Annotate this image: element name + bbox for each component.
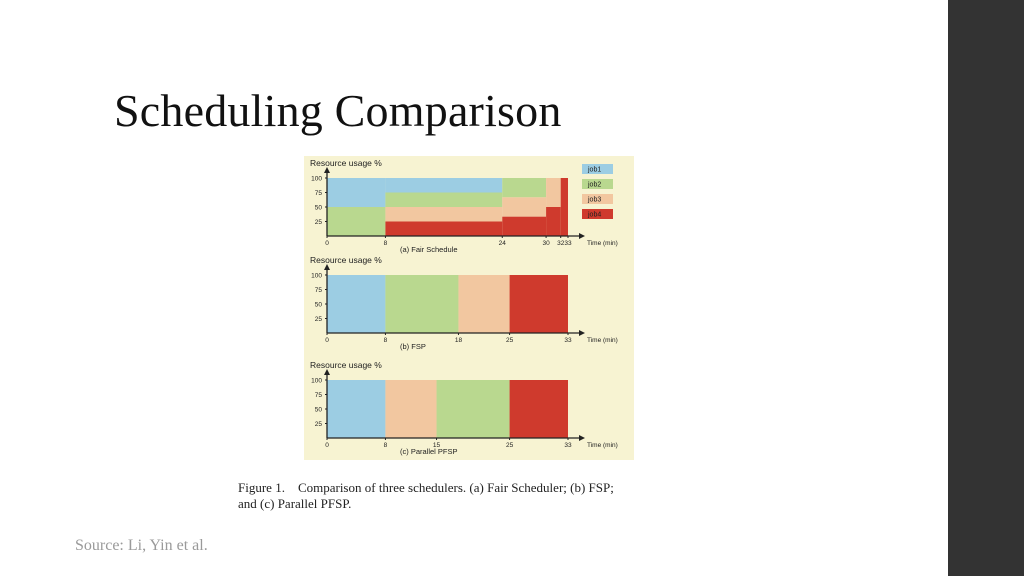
xtick-label-panel1-2: 24 [499, 240, 507, 247]
ytick-label-panel1-2: 75 [315, 190, 323, 197]
xtick-label-panel2-4: 33 [564, 337, 572, 344]
legend-swatch-job3 [582, 194, 613, 204]
segment-job3-panel3-1 [385, 380, 437, 438]
segment-job3-panel1-9 [546, 178, 561, 207]
segment-job2-panel1-3 [385, 192, 503, 207]
legend-swatch-job2 [582, 179, 613, 189]
xtick-label-panel2-3: 25 [506, 337, 514, 344]
ytick-label-panel3-3: 100 [311, 378, 322, 385]
segment-job2-panel1-1 [327, 207, 386, 236]
y-axis-arrow-panel2 [324, 264, 330, 270]
ytick-label-panel1-3: 100 [311, 176, 322, 183]
segment-job4-panel3-3 [509, 380, 568, 438]
segment-job3-panel2-2 [458, 275, 510, 333]
segment-job1-panel1-0 [327, 178, 386, 207]
segment-job3-panel1-7 [502, 197, 547, 217]
ytick-label-panel2-2: 75 [315, 287, 323, 294]
xtick-label-panel2-1: 8 [384, 337, 388, 344]
x-axis-arrow-panel2 [579, 330, 585, 336]
legend-label-job4: job4 [587, 212, 601, 219]
segment-job1-panel2-0 [327, 275, 386, 333]
ylabel-panel3: Resource usage % [310, 360, 382, 370]
legend-label-job2: job2 [587, 182, 601, 189]
figure-caption: Figure 1. Comparison of three schedulers… [238, 480, 708, 512]
xtick-label-panel3-4: 33 [564, 442, 572, 449]
scheduler-figure: 25 50 75 100 0 8 24 30 32 33 Resource usage % Time … [304, 156, 634, 460]
ytick-label-panel2-3: 100 [311, 273, 322, 280]
y-axis-arrow-panel3 [324, 369, 330, 375]
ylabel-panel2: Resource usage % [310, 255, 382, 265]
x-axis-arrow-panel1 [579, 233, 585, 239]
panel-label-1: (a) Fair Schedule [400, 245, 458, 254]
segment-job4-panel1-8 [502, 216, 547, 236]
xtick-label-panel1-5: 33 [564, 240, 572, 247]
slide-sidebar [948, 0, 1024, 576]
ylabel-panel1: Resource usage % [310, 158, 382, 168]
segment-job3-panel1-4 [385, 207, 503, 222]
y-axis-arrow-panel1 [324, 167, 330, 173]
xlabel-panel3: Time (min) [587, 442, 618, 449]
segment-job4-panel1-11 [560, 178, 568, 236]
segment-job4-panel1-5 [385, 221, 503, 236]
xtick-label-panel3-1: 8 [384, 442, 388, 449]
xtick-label-panel1-3: 30 [542, 240, 550, 247]
legend-label-job1: job1 [587, 167, 601, 174]
segment-job1-panel1-2 [385, 178, 503, 193]
legend-swatch-job4 [582, 209, 613, 219]
xtick-label-panel2-0: 0 [325, 337, 329, 344]
segment-job2-panel2-1 [385, 275, 459, 333]
ytick-label-panel2-0: 25 [315, 316, 323, 323]
ytick-label-panel3-1: 50 [315, 407, 323, 414]
xtick-label-panel1-4: 32 [557, 240, 565, 247]
segment-job2-panel1-6 [502, 178, 547, 198]
ytick-label-panel2-1: 50 [315, 302, 323, 309]
caption-line-2: and (c) Parallel PFSP. [238, 496, 352, 511]
ytick-label-panel3-0: 25 [315, 421, 323, 428]
xtick-label-panel2-2: 18 [455, 337, 463, 344]
legend-label-job3: job3 [587, 197, 601, 204]
segment-job1-panel3-0 [327, 380, 386, 438]
ytick-label-panel1-0: 25 [315, 219, 323, 226]
panel-label-2: (b) FSP [400, 342, 426, 351]
xtick-label-panel1-0: 0 [325, 240, 329, 247]
xlabel-panel2: Time (min) [587, 337, 618, 344]
caption-line-1: Figure 1. Comparison of three schedulers… [238, 480, 614, 495]
segment-job4-panel1-10 [546, 207, 561, 236]
x-axis-arrow-panel3 [579, 435, 585, 441]
xtick-label-panel3-0: 0 [325, 442, 329, 449]
legend-swatch-job1 [582, 164, 613, 174]
slide-title: Scheduling Comparison [114, 85, 562, 136]
xtick-label-panel1-1: 8 [384, 240, 388, 247]
ytick-label-panel1-1: 50 [315, 205, 323, 212]
ytick-label-panel3-2: 75 [315, 392, 323, 399]
xtick-label-panel3-3: 25 [506, 442, 514, 449]
segment-job2-panel3-2 [436, 380, 510, 438]
xtick-label-panel3-2: 15 [433, 442, 441, 449]
xlabel-panel1: Time (min) [587, 240, 618, 247]
panel-label-3: (c) Parallel PFSP [400, 447, 458, 456]
source-citation: Source: Li, Yin et al. [75, 537, 208, 554]
segment-job4-panel2-3 [509, 275, 568, 333]
